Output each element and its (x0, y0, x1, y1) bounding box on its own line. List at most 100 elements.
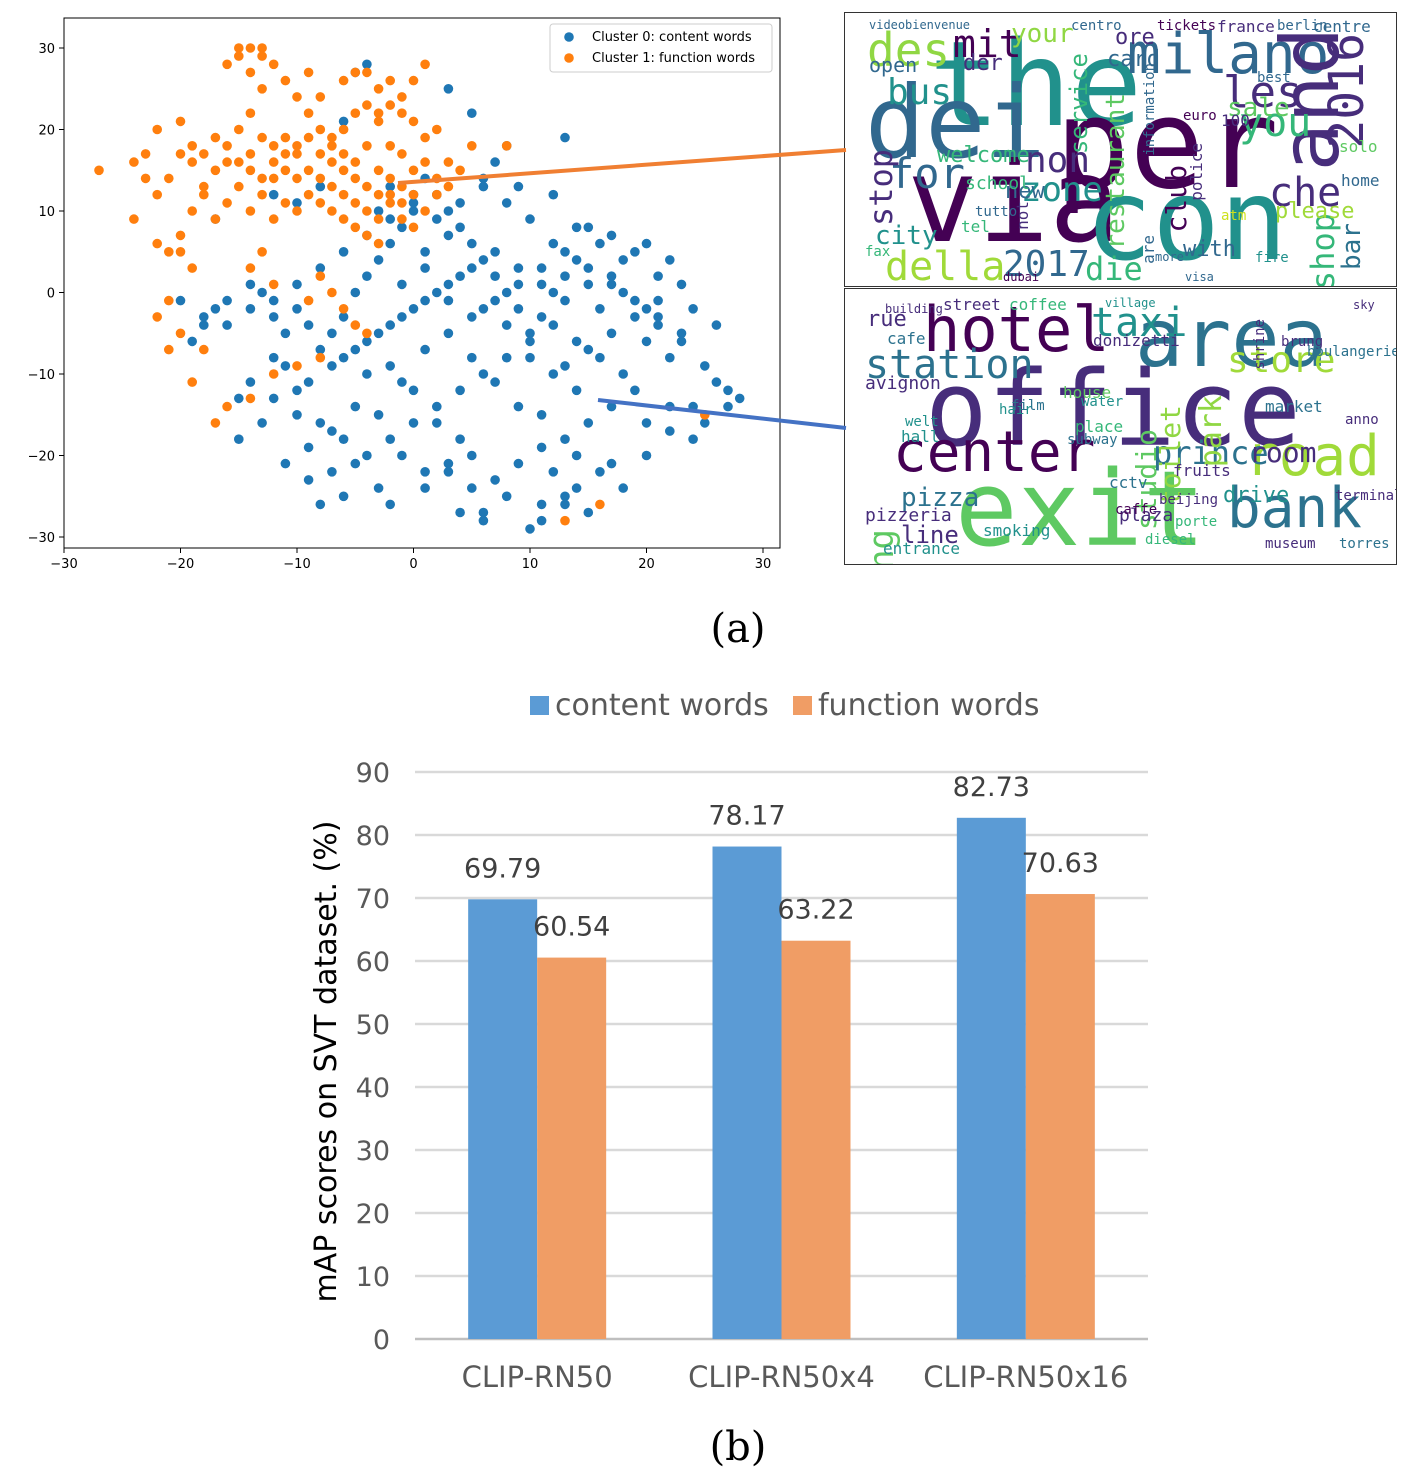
function-word: milano (1127, 22, 1330, 87)
function-word-point (362, 100, 372, 110)
content-word-point (536, 312, 547, 322)
content-word-point (548, 369, 559, 379)
content-word-point (443, 458, 454, 469)
function-word-point (420, 59, 430, 70)
content-word-point (362, 450, 372, 461)
function-word-point (385, 189, 396, 200)
function-word-point (257, 132, 267, 143)
content-word-point (455, 198, 465, 208)
content-word-point (443, 206, 454, 216)
function-word-point (175, 247, 186, 257)
content-word-point (641, 336, 652, 347)
content-word-point (734, 393, 745, 404)
content-word-point (665, 401, 675, 412)
content-word-point (292, 385, 302, 396)
function-word-point (245, 263, 256, 273)
function-word-point (385, 100, 396, 110)
content-word-point (606, 328, 617, 339)
function-word-point (164, 173, 174, 184)
function-word-point (129, 214, 139, 224)
function-word-point (700, 410, 710, 420)
function-word: home (1341, 171, 1380, 190)
content-word-point (478, 507, 489, 518)
y-tick-label: 20 (38, 124, 55, 139)
function-word-point (257, 189, 267, 200)
function-word-point (373, 238, 384, 249)
function-word-point (199, 181, 209, 192)
function-word-point (373, 165, 384, 176)
content-word-point (606, 458, 617, 469)
content-word: station (865, 342, 1034, 388)
content-word-point (641, 450, 652, 461)
content-word-point (548, 287, 559, 298)
function-word-point (338, 214, 349, 224)
function-word: der (963, 51, 1003, 76)
content-word: plaza (1119, 505, 1174, 526)
content-word: house (1063, 383, 1112, 402)
function-word-point (443, 181, 454, 192)
content-word-point (595, 238, 605, 249)
content-word-point (222, 320, 232, 330)
legend-swatch-content (530, 696, 549, 715)
function-word: please (1275, 199, 1355, 224)
content-word-point (501, 287, 512, 298)
content-word: office (925, 348, 1301, 470)
content-word-point (676, 328, 687, 339)
content-word-point (501, 352, 512, 363)
function-word-point (292, 149, 302, 159)
content-word-point (327, 426, 337, 436)
function-word: bar (1337, 223, 1367, 270)
function-word-point (245, 165, 256, 176)
content-word-point (548, 467, 559, 477)
content-word-point (478, 173, 489, 184)
content-words-wordcloud: office exit area hotel center road bank station… (844, 288, 1397, 565)
function-word-point (362, 141, 372, 151)
function-word-point (210, 418, 221, 428)
content-word: drive (1223, 483, 1290, 508)
content-word: area (1135, 292, 1328, 385)
function-word-point (385, 141, 396, 151)
function-word: ore (1115, 25, 1155, 50)
x-category-label: CLIP-RN50 (462, 1360, 613, 1394)
function-word-point (152, 189, 162, 200)
content-word-point (641, 304, 652, 314)
function-word-point (385, 198, 396, 208)
content-word-point (432, 401, 442, 412)
function-word: your (1011, 19, 1074, 49)
content-word-point (501, 198, 512, 208)
content-word-point (513, 279, 524, 290)
content-word: cafe (887, 329, 926, 348)
content-word-point (606, 230, 617, 241)
content-word: water (1081, 394, 1124, 410)
function-word-point (397, 149, 407, 159)
content-word: caffe (1115, 502, 1158, 518)
content-word-point (548, 320, 559, 330)
function-word-point (292, 92, 302, 102)
content-word-point (641, 238, 652, 249)
content-word-point (536, 410, 547, 420)
function-word-point (362, 67, 372, 78)
function-word-point (408, 165, 419, 176)
content-word-point (513, 401, 524, 412)
content-word-point (175, 295, 186, 306)
function-word-point (257, 173, 267, 184)
function-word-point (327, 206, 337, 216)
function-word-point (199, 344, 209, 355)
function-word-point (140, 149, 151, 159)
content-word-point (420, 263, 430, 273)
function-word-point (432, 173, 442, 184)
content-word-point (443, 84, 454, 94)
function-word-point (234, 124, 244, 135)
function-word-point (443, 157, 454, 167)
function-word: solo (1339, 137, 1378, 156)
content-word-point (467, 263, 477, 273)
content-word-point (408, 198, 419, 208)
content-word-point (490, 295, 500, 306)
content-word-point (513, 263, 524, 273)
content-word-point (501, 320, 512, 330)
content-word-point (665, 352, 675, 363)
function-word: more (1155, 250, 1184, 264)
content-word: beijing (1159, 492, 1219, 508)
function-word-point (432, 124, 442, 135)
content-word-point (467, 108, 477, 118)
